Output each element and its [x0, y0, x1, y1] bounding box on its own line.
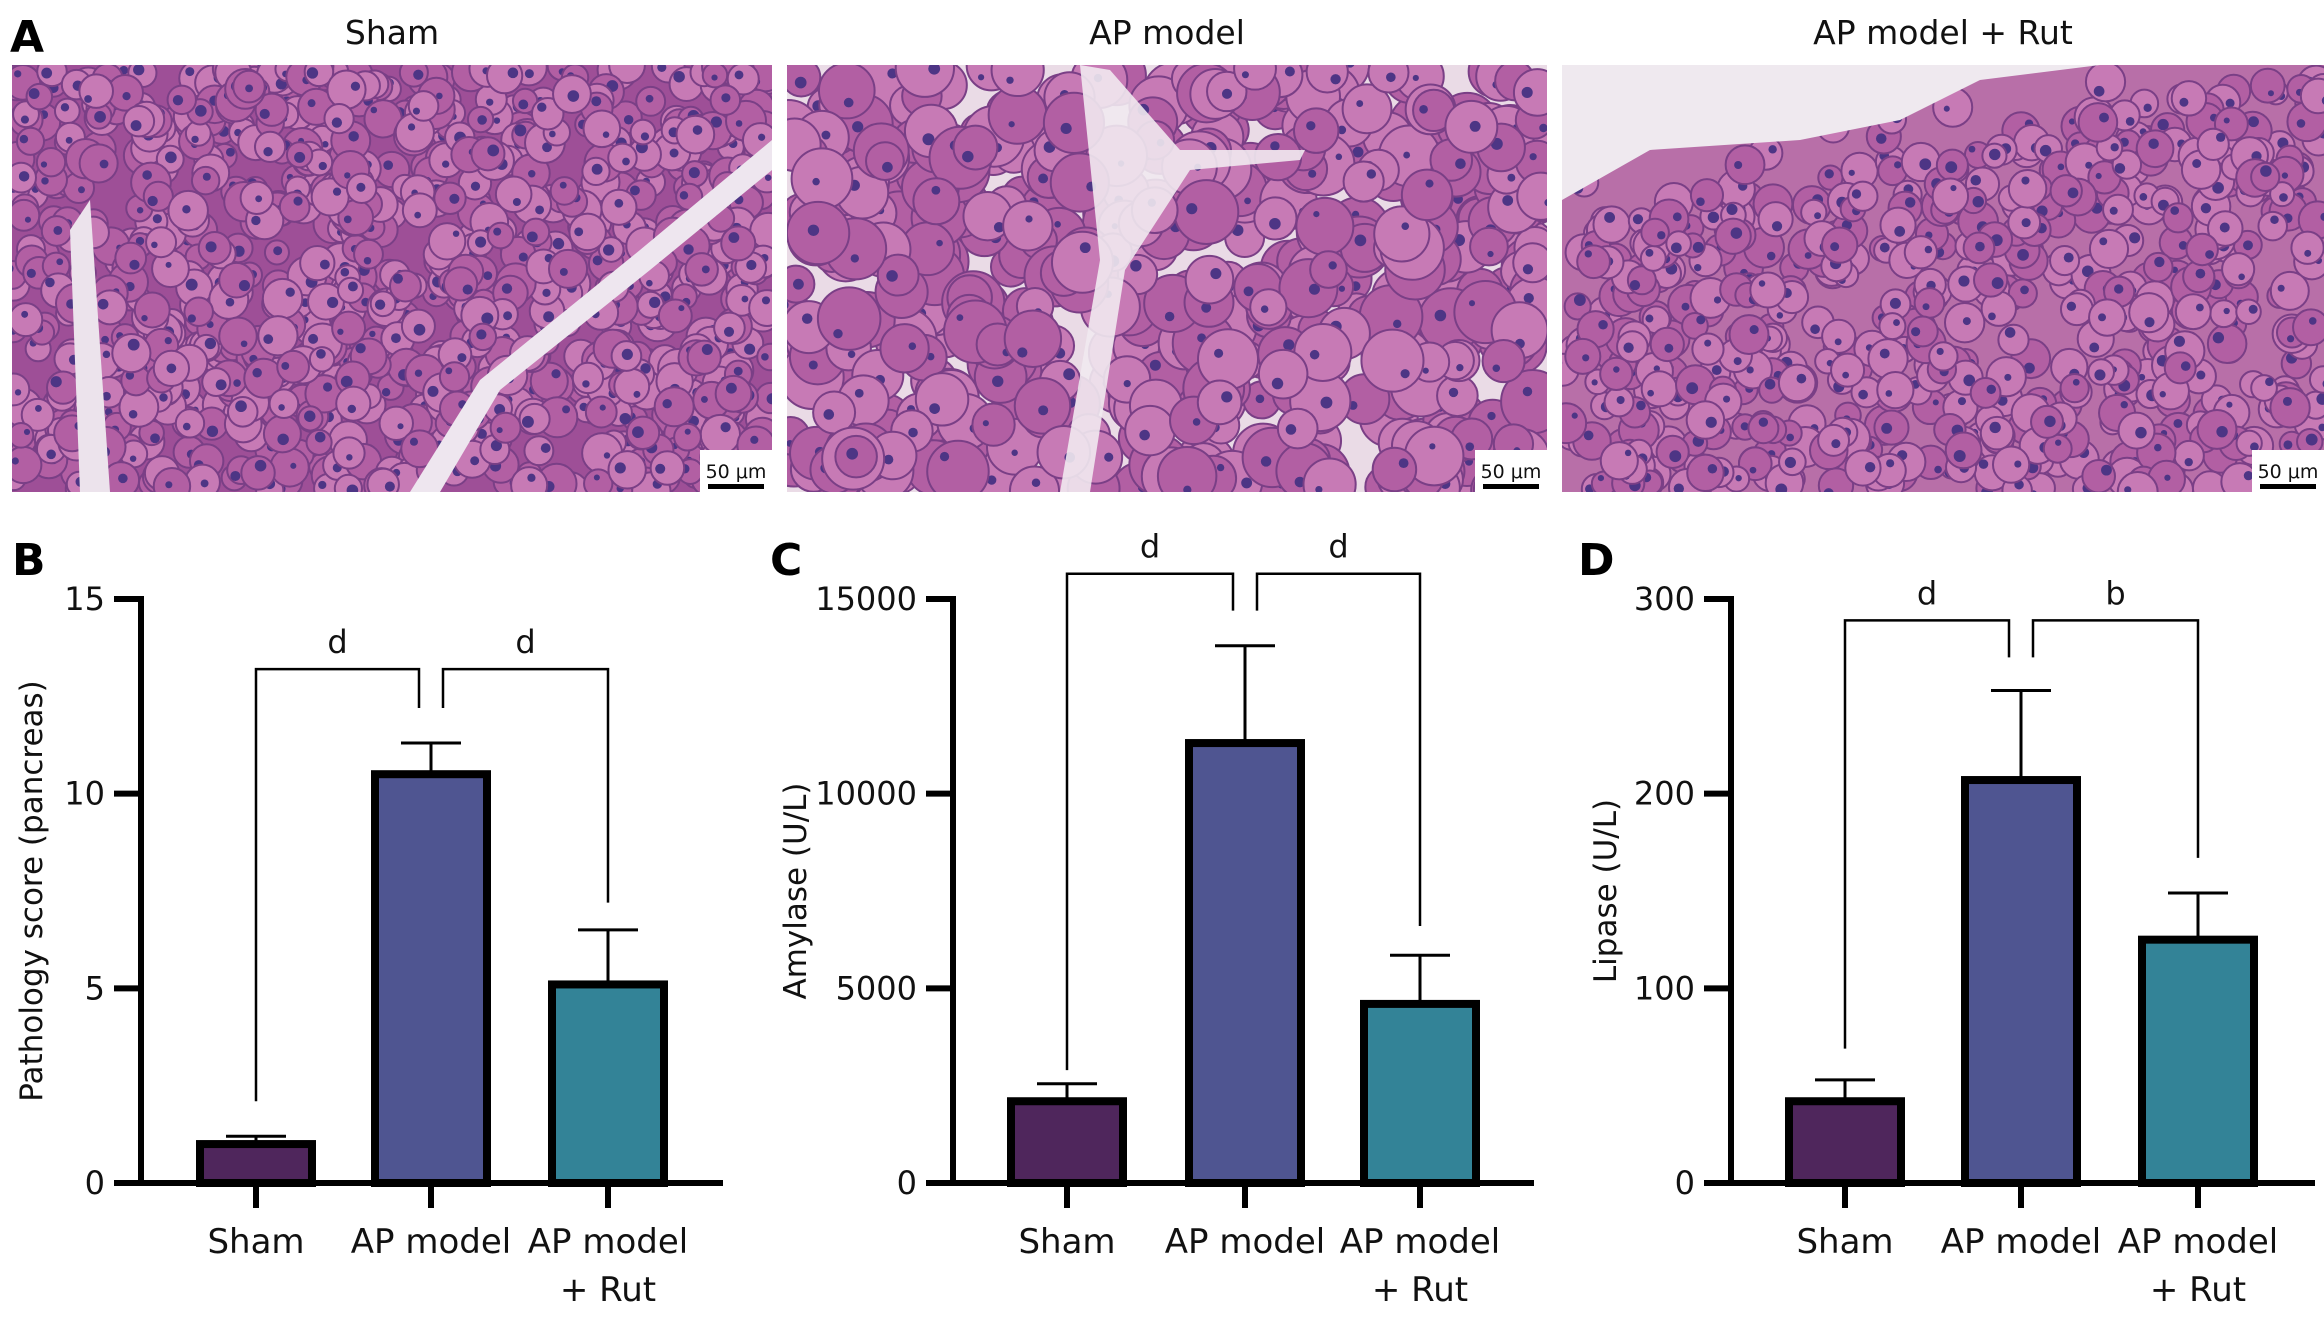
histology-image-2: AP model 50 μm: [787, 13, 1547, 492]
panel-label: C: [770, 535, 802, 586]
y-axis-label: Amylase (U/L): [778, 782, 814, 999]
y-tick-label: 0: [1675, 1164, 1695, 1202]
significance-bracket: [2031, 619, 2200, 858]
y-axis-label: Pathology score (pancreas): [14, 680, 50, 1102]
chart-d: D Lipase (U/L) 0 100 200 300 Sham AP model AP mo…: [1578, 535, 2315, 1310]
histology-panels: Sham 50 μm AP model 50 μm AP model + Rut 50 μ…: [12, 13, 2324, 492]
significance-bracket: [1065, 572, 1235, 1071]
significance-bracket: [441, 667, 610, 903]
y-tick-label: 100: [1634, 969, 1695, 1007]
x-tick-label: Sham: [1796, 1222, 1893, 1262]
significance-bracket: [1255, 572, 1422, 927]
bar-2: [1185, 739, 1305, 1187]
scale-bar-label: 50 μm: [706, 461, 767, 483]
bar-1: [1007, 1097, 1127, 1187]
y-tick-label: 5: [85, 969, 105, 1007]
panel-label: D: [1578, 535, 1615, 586]
image-title: Sham: [345, 13, 439, 52]
x-tick-label: + Rut: [560, 1270, 656, 1310]
y-axis-label: Lipase (U/L): [1588, 799, 1624, 983]
bar-1: [196, 1140, 316, 1187]
y-tick-label: 5000: [836, 969, 917, 1007]
y-tick-label: 200: [1634, 775, 1695, 813]
significance-label: d: [1328, 528, 1348, 566]
significance-label: b: [2105, 574, 2125, 612]
x-tick-label: AP model: [1941, 1222, 2101, 1262]
significance-label: d: [1140, 528, 1160, 566]
chart-c: C Amylase (U/L) 0 5000 10000 15000 Sham AP mode…: [770, 528, 1534, 1310]
panel-label: B: [12, 535, 46, 586]
y-tick-label: 300: [1634, 580, 1695, 618]
bar-3: [1360, 999, 1480, 1188]
x-tick-label: AP model: [2118, 1222, 2278, 1262]
y-tick-label: 0: [897, 1164, 917, 1202]
scale-bar-label: 50 μm: [2258, 461, 2319, 483]
significance-label: d: [1917, 574, 1937, 612]
scale-bar: [708, 484, 764, 489]
y-tick-label: 10000: [815, 775, 917, 813]
panel-label-a: A: [10, 12, 44, 63]
x-tick-label: AP model: [351, 1222, 511, 1262]
bar-2: [1961, 776, 2081, 1187]
chart-b: B Pathology score (pancreas) 0 5 10 15 Sham AP …: [12, 535, 723, 1310]
image-title: AP model: [1089, 13, 1245, 52]
significance-bracket: [1843, 619, 2011, 1049]
scale-bar: [2260, 484, 2316, 489]
x-tick-label: Sham: [207, 1222, 304, 1262]
significance-label: d: [327, 623, 347, 661]
x-tick-label: Sham: [1018, 1222, 1115, 1262]
bar-2: [371, 770, 491, 1187]
histology-image-1: Sham 50 μm: [12, 13, 772, 492]
bar-charts: B Pathology score (pancreas) 0 5 10 15 Sham AP …: [12, 528, 2315, 1310]
scale-bar-label: 50 μm: [1481, 461, 1542, 483]
y-tick-label: 10: [64, 775, 105, 813]
histology-image-3: AP model + Rut 50 μm: [1562, 13, 2324, 492]
x-tick-label: AP model: [528, 1222, 688, 1262]
x-tick-label: + Rut: [2150, 1270, 2246, 1310]
y-tick-label: 0: [85, 1164, 105, 1202]
bar-3: [2138, 935, 2258, 1188]
image-title: AP model + Rut: [1813, 13, 2073, 52]
bar-3: [548, 980, 668, 1187]
x-tick-label: AP model: [1340, 1222, 1500, 1262]
significance-bracket: [254, 667, 421, 1102]
y-tick-label: 15000: [815, 580, 917, 618]
x-tick-label: + Rut: [1372, 1270, 1468, 1310]
y-tick-label: 15: [64, 580, 105, 618]
scale-bar: [1483, 484, 1539, 489]
x-tick-label: AP model: [1165, 1222, 1325, 1262]
bar-1: [1785, 1097, 1905, 1187]
significance-label: d: [515, 623, 535, 661]
